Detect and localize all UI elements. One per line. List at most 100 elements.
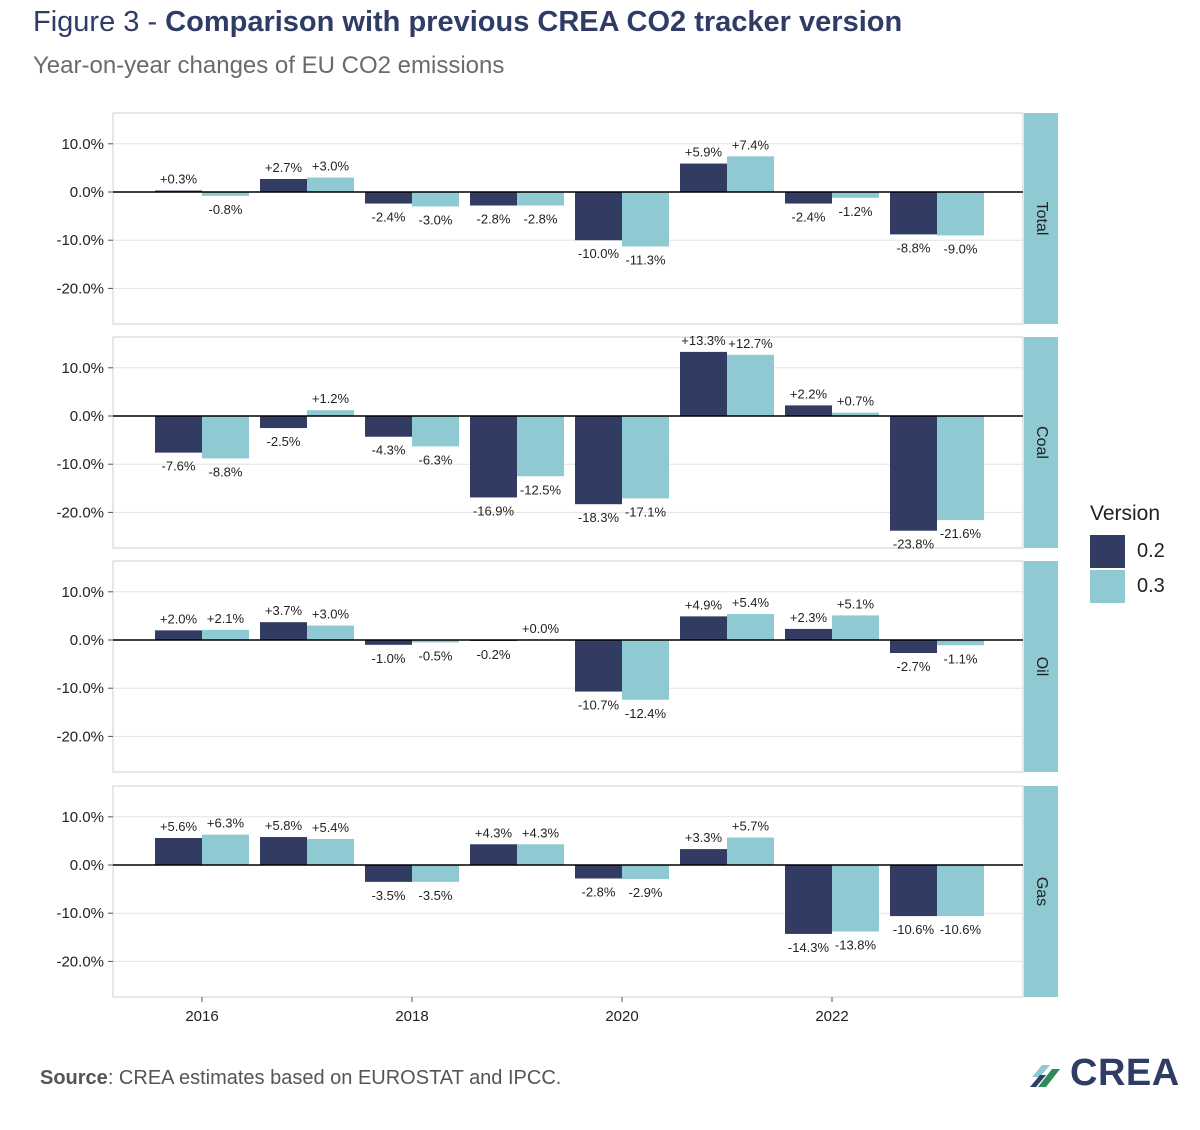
bar-total-2017-v0.2 (260, 178, 307, 192)
bar-total-2018-v0.3 (412, 192, 459, 207)
data-label: +5.8% (265, 818, 303, 833)
data-label: -1.2% (839, 204, 873, 219)
bar-gas-2022-v0.3 (832, 865, 879, 932)
bar-gas-2022-v0.2 (785, 865, 832, 934)
legend: Version 0.2 0.3 (1090, 502, 1165, 604)
data-label: -2.4% (792, 210, 826, 225)
bar-total-2017-v0.3 (307, 177, 354, 192)
data-label: +13.3% (681, 333, 726, 348)
data-label: -18.3% (578, 510, 620, 525)
data-label: +12.7% (728, 336, 773, 351)
bar-coal-2019-v0.3 (517, 416, 564, 477)
panel-frame-total (112, 112, 1024, 325)
data-label: +4.3% (522, 825, 560, 840)
panel-frame-oil (112, 560, 1024, 773)
y-tick-label: 10.0% (61, 136, 104, 153)
data-label: +2.0% (160, 611, 198, 626)
data-label: +2.3% (790, 610, 828, 625)
data-label: -0.2% (477, 647, 511, 662)
bar-oil-2023-v0.2 (890, 640, 937, 654)
data-label: -2.8% (477, 211, 511, 226)
bar-oil-2020-v0.3 (622, 640, 669, 700)
faceted-bar-chart: 10.0% 0.0% -10.0% -20.0% +0.3% +2.7% -2.4% -2.8… (56, 112, 1058, 1025)
data-label: -10.6% (893, 922, 935, 937)
panel-frame-gas (112, 785, 1024, 998)
facet-label-total: Total (1033, 202, 1050, 236)
source-note: Source: CREA estimates based on EUROSTAT… (40, 1067, 561, 1090)
bar-gas-2020-v0.2 (575, 865, 622, 879)
bar-coal-2022-v0.2 (785, 405, 832, 416)
bar-oil-2022-v0.3 (832, 615, 879, 640)
data-label: -17.1% (625, 504, 667, 519)
bar-total-2020-v0.2 (575, 192, 622, 241)
data-label: +5.1% (837, 596, 875, 611)
y-tick-label: -20.0% (56, 953, 104, 970)
data-label: -6.3% (419, 452, 453, 467)
data-label: -12.4% (625, 706, 667, 721)
data-label: -23.8% (893, 537, 935, 552)
data-label: -1.1% (944, 651, 978, 666)
x-tick-label: 2016 (185, 1008, 218, 1025)
bar-coal-2018-v0.3 (412, 416, 459, 447)
data-label: +1.2% (312, 391, 350, 406)
bar-gas-2018-v0.2 (365, 865, 412, 882)
data-label: -2.9% (629, 885, 663, 900)
data-label: -8.8% (897, 240, 931, 255)
data-label: -3.0% (419, 212, 453, 227)
bar-oil-2022-v0.2 (785, 628, 832, 640)
bar-gas-2017-v0.3 (307, 838, 354, 865)
bar-total-2023-v0.2 (890, 192, 937, 235)
bar-total-2020-v0.3 (622, 192, 669, 247)
y-tick-label: -20.0% (56, 728, 104, 745)
facet-strip (1024, 113, 1058, 324)
data-label: -0.8% (209, 202, 243, 217)
y-tick-label: -10.0% (56, 456, 104, 473)
bar-total-2018-v0.2 (365, 192, 412, 204)
data-label: -7.6% (162, 459, 196, 474)
data-label: -0.5% (419, 648, 453, 663)
data-label: -4.3% (372, 443, 406, 458)
bar-gas-2023-v0.3 (937, 865, 984, 917)
crea-logo: CREA (1028, 1052, 1180, 1095)
legend-swatch-v02 (1090, 535, 1125, 568)
bar-coal-2022-v0.3 (832, 412, 879, 416)
data-label: +5.4% (312, 820, 350, 835)
data-label: +6.3% (207, 816, 245, 831)
bar-coal-2023-v0.2 (890, 416, 937, 531)
bar-total-2022-v0.2 (785, 192, 832, 204)
bar-oil-2016-v0.3 (202, 629, 249, 640)
bar-gas-2020-v0.3 (622, 865, 669, 879)
crea-logo-text: CREA (1070, 1052, 1180, 1094)
bar-coal-2019-v0.2 (470, 416, 517, 498)
bar-oil-2016-v0.2 (155, 630, 202, 640)
y-tick-label: 10.0% (61, 809, 104, 826)
source-text: : CREA estimates based on EUROSTAT and I… (107, 1067, 562, 1089)
facet-label-oil: Oil (1033, 657, 1050, 677)
data-label: +3.0% (312, 607, 350, 622)
facet-strip (1024, 786, 1058, 997)
source-label: Source (40, 1067, 108, 1089)
bar-gas-2017-v0.2 (260, 837, 307, 865)
y-tick-label: 10.0% (61, 584, 104, 601)
data-label: +3.3% (685, 830, 723, 845)
bar-gas-2019-v0.2 (470, 844, 517, 865)
data-label: +2.2% (790, 386, 828, 401)
bar-coal-2021-v0.3 (727, 354, 774, 416)
data-label: -8.8% (209, 464, 243, 479)
data-label: +0.3% (160, 172, 198, 187)
facet-label-gas: Gas (1033, 877, 1050, 906)
bar-oil-2018-v0.2 (365, 640, 412, 645)
x-tick-label: 2022 (815, 1008, 848, 1025)
data-label: -14.3% (788, 940, 830, 955)
y-tick-label: 10.0% (61, 360, 104, 377)
bar-total-2019-v0.3 (517, 192, 564, 206)
data-label: -2.8% (524, 211, 558, 226)
data-label: +0.7% (837, 394, 875, 409)
bar-coal-2017-v0.2 (260, 416, 307, 429)
bar-total-2023-v0.3 (937, 192, 984, 236)
bar-total-2021-v0.3 (727, 156, 774, 192)
bar-oil-2021-v0.2 (680, 616, 727, 640)
y-tick-label: -20.0% (56, 280, 104, 297)
bar-total-2019-v0.2 (470, 192, 517, 206)
legend-item-v02: 0.2 (1090, 534, 1165, 569)
